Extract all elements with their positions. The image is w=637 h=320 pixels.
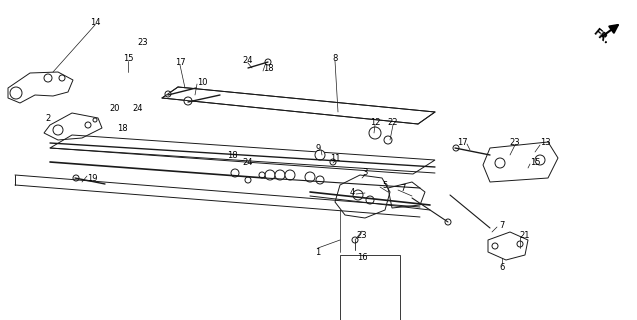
Bar [340,255,400,320]
Text: 14: 14 [90,18,100,27]
Circle shape [453,145,459,151]
Text: 13: 13 [540,138,550,147]
Text: 15: 15 [530,157,540,166]
Text: 8: 8 [333,53,338,62]
Circle shape [59,75,65,81]
Text: 9: 9 [315,143,320,153]
Circle shape [445,219,451,225]
Text: 5: 5 [382,180,388,189]
Circle shape [492,243,498,249]
Circle shape [73,175,79,181]
Text: 1: 1 [315,247,320,257]
Text: FR.: FR. [591,26,612,46]
Circle shape [353,190,363,200]
Circle shape [535,155,545,165]
Circle shape [265,59,271,65]
Circle shape [352,237,358,243]
Text: 19: 19 [87,173,97,182]
Circle shape [44,74,52,82]
Text: 22: 22 [388,117,398,126]
Text: 23: 23 [357,230,368,239]
Circle shape [93,118,97,122]
Text: 23: 23 [510,138,520,147]
Text: 7: 7 [400,183,406,193]
Text: 17: 17 [175,58,185,67]
Circle shape [245,177,251,183]
Text: 20: 20 [110,103,120,113]
Circle shape [517,241,523,247]
Circle shape [305,172,315,182]
Text: 24: 24 [243,55,254,65]
Circle shape [366,196,374,204]
Text: 2: 2 [45,114,50,123]
Circle shape [495,158,505,168]
Circle shape [275,170,285,180]
Text: 7: 7 [499,220,505,229]
Text: 18: 18 [227,150,238,159]
Text: 6: 6 [499,263,505,273]
Circle shape [369,127,381,139]
Text: 3: 3 [362,167,368,177]
Circle shape [285,170,295,180]
Text: 11: 11 [330,154,340,163]
Circle shape [231,169,239,177]
Circle shape [384,136,392,144]
Circle shape [165,91,171,97]
Text: 24: 24 [243,157,254,166]
Circle shape [259,172,265,178]
Circle shape [184,97,192,105]
Text: 18: 18 [262,63,273,73]
Circle shape [53,125,63,135]
Circle shape [316,176,324,184]
Text: 23: 23 [138,37,148,46]
Text: 16: 16 [357,253,368,262]
Circle shape [265,170,275,180]
Text: 21: 21 [520,230,530,239]
Text: 17: 17 [457,138,468,147]
Text: 24: 24 [132,103,143,113]
Text: 4: 4 [349,188,355,196]
Text: 15: 15 [123,53,133,62]
Text: 18: 18 [117,124,127,132]
Circle shape [330,159,336,165]
Text: 12: 12 [369,117,380,126]
Circle shape [315,150,325,160]
Circle shape [85,122,91,128]
Circle shape [10,87,22,99]
Text: 10: 10 [197,77,207,86]
